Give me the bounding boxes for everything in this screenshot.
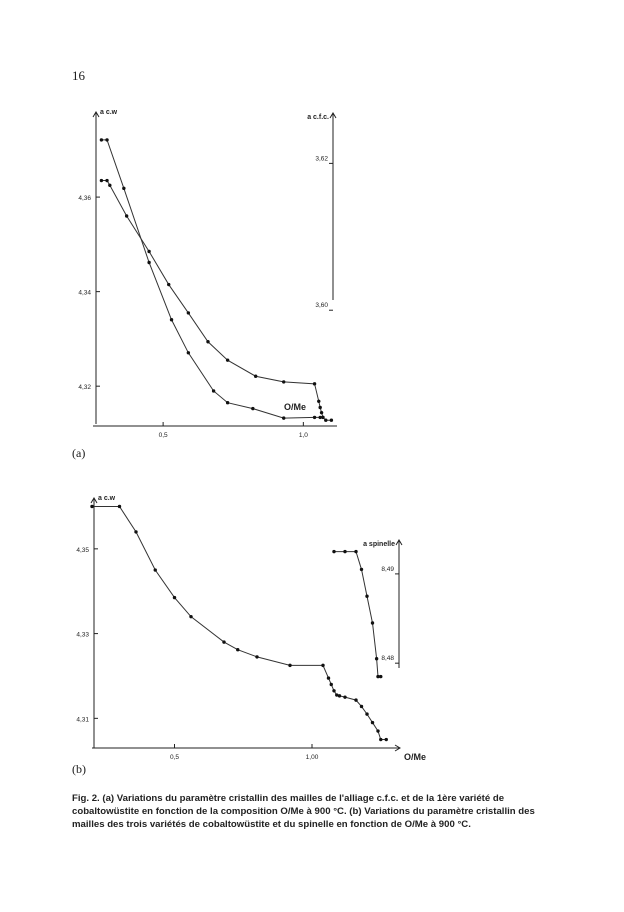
- panel-b-data-point: [365, 594, 369, 598]
- panel-a-left-arrow: [92, 111, 100, 118]
- panel-a-data-point: [312, 382, 317, 386]
- panel-b-data-point: [343, 695, 347, 699]
- panel-b-data-point: [354, 549, 358, 554]
- panel-b-data-point: [288, 663, 292, 668]
- panel-a-data-point: [186, 311, 191, 315]
- panel-b-data-point: [172, 595, 177, 600]
- panel-b-data-point: [376, 674, 380, 679]
- panel-b-x-tick-label: 1,00: [306, 754, 319, 761]
- panel-a-data-point: [321, 415, 325, 420]
- panel-b-data-point: [354, 698, 358, 702]
- panel-a-series-line-0: [101, 139, 321, 419]
- panel-b-data-point: [321, 663, 325, 668]
- panel-b-data-point: [379, 737, 383, 742]
- panel-a-data-point: [318, 405, 322, 410]
- panel-a-left-tick-label: 4,32: [78, 384, 91, 391]
- panel-a-data-point: [206, 340, 210, 344]
- panel-b-series-line-1: [334, 551, 381, 678]
- panel-b-data-point: [359, 704, 364, 709]
- panel-a-x-tick-label: 0,5: [159, 432, 168, 439]
- panel-b-left-tick-label: 4,33: [76, 632, 89, 639]
- panel-a-right-tick-label: 3,62: [315, 155, 328, 162]
- panel-a-data-point: [225, 401, 230, 405]
- panel-b-data-point: [370, 621, 375, 625]
- panel-b-data-point: [379, 674, 383, 679]
- panel-b-left-tick-label: 4,31: [76, 716, 89, 723]
- panel-b-data-point: [153, 568, 157, 572]
- panel-a-data-point: [169, 318, 174, 322]
- panel-a-x-tick-label: 1,0: [299, 432, 308, 439]
- panel-a-data-point: [225, 358, 230, 362]
- panel-label-a: (a): [72, 446, 86, 460]
- panel-b-left-axis-label: a c.w: [98, 495, 116, 502]
- panel-b-left-arrow: [90, 497, 98, 504]
- panel-a-data-point: [282, 380, 286, 384]
- panel-b-right-tick-label: 8,49: [381, 566, 394, 573]
- panel-a-data-point: [186, 351, 191, 355]
- panel-b-data-point: [332, 549, 336, 554]
- panel-b-data-point: [335, 693, 339, 697]
- panel-b-data-point: [374, 657, 379, 661]
- panel-b-data-point: [134, 530, 138, 534]
- panel-a-left-tick-label: 4,34: [78, 290, 91, 297]
- panel-a-data-point: [324, 418, 328, 422]
- panel-a-data-point: [282, 416, 286, 420]
- panel-b-right-tick-label: 8,48: [381, 655, 394, 662]
- panel-b-x-arrow: [394, 744, 401, 752]
- panel-b-x-axis-label: O/Me: [404, 752, 426, 762]
- panel-a-data-point: [147, 260, 151, 265]
- panel-a-data-point: [253, 374, 258, 378]
- panel-a-right-axis-label: a c.f.c.: [307, 114, 329, 121]
- panel-b-data-point: [359, 567, 364, 572]
- panel-b-data-point: [376, 729, 380, 733]
- panel-b-left-tick-label: 4,35: [76, 547, 89, 554]
- panel-a-right-arrow: [329, 112, 337, 119]
- panel-b-series-line-0: [92, 505, 387, 741]
- panel-b-data-point: [384, 737, 388, 742]
- panel-a-data-point: [329, 418, 334, 422]
- panel-a-data-point: [105, 178, 109, 183]
- panel-a-data-point: [251, 406, 255, 411]
- panel-a-right-tick-label: 3,60: [315, 302, 328, 309]
- panel-a-data-point: [122, 186, 126, 191]
- panel-a-data-point: [124, 214, 129, 218]
- panel-b-data-point: [222, 640, 226, 644]
- panel-b-data-point: [337, 694, 342, 698]
- panel-a-data-point: [105, 138, 109, 142]
- panel-b-data-point: [365, 712, 369, 716]
- panel-a-data-point: [318, 415, 322, 420]
- panel-a-data-point: [211, 389, 216, 393]
- panel-a-data-point: [99, 178, 104, 183]
- panel-a-data-point: [319, 410, 324, 415]
- panel-a-left-axis-label: a c.w: [100, 109, 118, 116]
- panel-b-right-axis-label: a spinelle: [363, 541, 395, 548]
- panel-b-data-point: [332, 689, 336, 693]
- panel-a-data-point: [147, 249, 151, 254]
- panel-b-data-point: [255, 655, 259, 659]
- panel-b-data-point: [189, 614, 193, 619]
- panel-a-data-point: [312, 415, 317, 420]
- panel-b-data-point: [370, 720, 375, 725]
- panel-b-right-arrow: [395, 539, 403, 546]
- page-number: 16: [72, 68, 85, 83]
- panel-a-data-point: [108, 183, 112, 187]
- panel-b-data-point: [329, 682, 333, 687]
- panel-b-data-point: [326, 676, 331, 680]
- panel-a-data-point: [99, 138, 104, 142]
- panel-b-x-tick-label: 0,5: [170, 754, 179, 761]
- panel-a-left-tick-label: 4,36: [78, 195, 91, 202]
- panel-a-data-point: [317, 399, 321, 404]
- panel-b-data-point: [236, 647, 240, 652]
- panel-a-data-point: [167, 282, 171, 287]
- panel-b-data-point: [117, 504, 122, 509]
- panel-b-data-point: [343, 549, 347, 554]
- panel-a-series-line-1: [101, 180, 332, 421]
- figure-caption: Fig. 2. (a) Variations du paramètre cris…: [72, 793, 535, 830]
- panel-b-data-point: [90, 504, 94, 509]
- panel-a-x-axis-label: O/Me: [284, 402, 306, 412]
- panel-label-b: (b): [72, 762, 86, 776]
